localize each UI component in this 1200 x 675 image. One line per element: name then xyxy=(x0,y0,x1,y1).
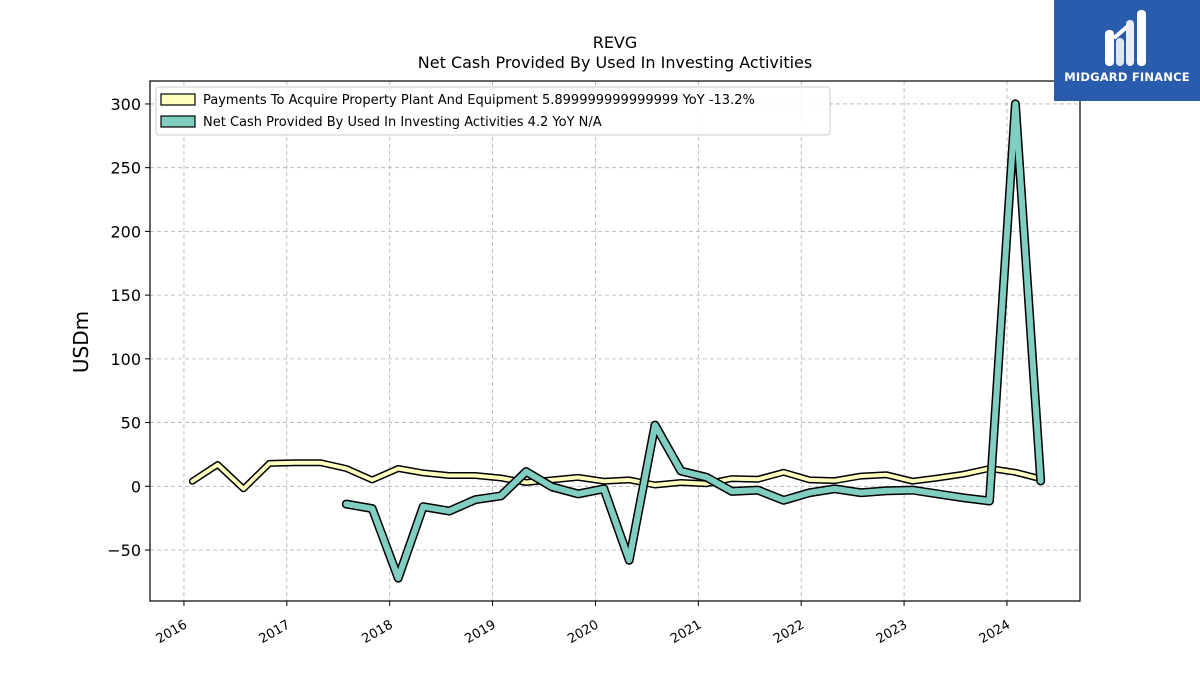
x-tick-label: 2023 xyxy=(874,617,910,647)
chart-subtitle: Net Cash Provided By Used In Investing A… xyxy=(418,53,812,72)
legend: Payments To Acquire Property Plant And E… xyxy=(155,86,831,136)
x-tick-label: 2021 xyxy=(668,617,704,647)
y-tick-label: 100 xyxy=(110,350,141,369)
midgard-logo-icon xyxy=(1105,10,1146,66)
legend-label-investing: Net Cash Provided By Used In Investing A… xyxy=(203,115,602,130)
series-line-1 xyxy=(343,100,1044,582)
y-tick-label: 300 xyxy=(110,95,141,114)
x-axis: 2016 2017 2018 2019 2020 2021 2022 2023 2024 xyxy=(154,601,1013,647)
x-tick-label: 2016 xyxy=(154,617,190,647)
y-axis-label: USDm xyxy=(69,311,93,373)
y-tick-label: 0 xyxy=(131,477,141,496)
x-tick-label: 2022 xyxy=(771,617,807,647)
series-layer xyxy=(188,99,1046,583)
y-tick-label: −50 xyxy=(107,541,141,560)
x-tick-label: 2024 xyxy=(977,617,1013,647)
y-tick-label: 50 xyxy=(121,414,141,433)
legend-swatch-investing xyxy=(160,115,196,128)
x-tick-label: 2019 xyxy=(462,617,498,647)
y-axis: −50 0 50 100 150 200 250 300 xyxy=(107,95,150,560)
x-tick-label: 2017 xyxy=(257,617,293,647)
series-line-0 xyxy=(190,460,1043,491)
x-tick-label: 2018 xyxy=(360,617,396,647)
legend-swatch-ppe xyxy=(160,93,196,106)
y-tick-label: 200 xyxy=(110,222,141,241)
y-tick-label: 250 xyxy=(110,159,141,178)
logo-text: MIDGARD FINANCE xyxy=(1064,70,1190,84)
series-outline-0 xyxy=(188,459,1045,493)
series-outline-1 xyxy=(341,99,1046,583)
y-tick-label: 150 xyxy=(110,286,141,305)
midgard-finance-logo: MIDGARD FINANCE xyxy=(1054,0,1200,101)
legend-box xyxy=(155,86,831,136)
chart-title: REVG xyxy=(593,33,638,52)
legend-label-ppe: Payments To Acquire Property Plant And E… xyxy=(203,93,755,108)
x-tick-label: 2020 xyxy=(565,617,601,647)
plot-frame xyxy=(149,80,1081,602)
